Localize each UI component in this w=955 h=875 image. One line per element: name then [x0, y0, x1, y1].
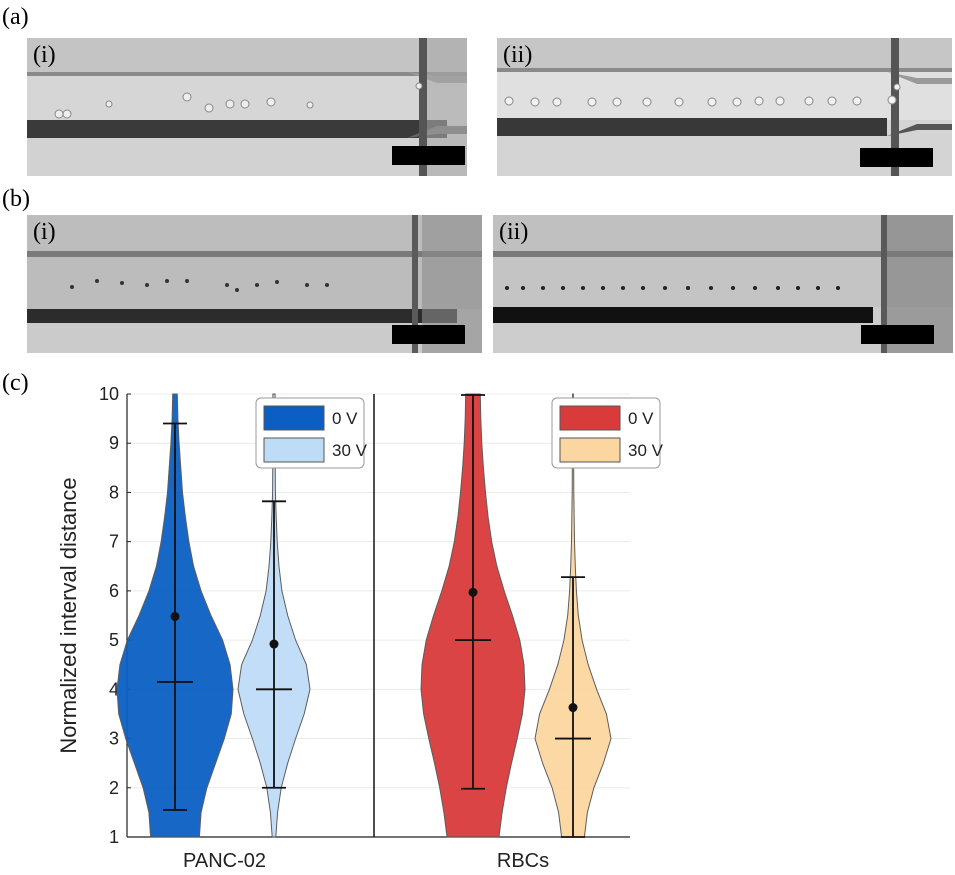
legend-swatch [559, 437, 621, 463]
legend-swatch [559, 405, 621, 431]
x-category-label: RBCs [497, 850, 549, 872]
sub-label-ii: (ii) [503, 42, 533, 68]
y-tick-label: 7 [109, 532, 119, 552]
violin-chart: 1 2 3 4 5 6 7 8 9 10 Normalized interval distance P… [56, 384, 664, 872]
sub-label-i: (i) [33, 219, 56, 245]
y-tick-label: 5 [109, 630, 119, 650]
micrograph-b-ii: (ii) [493, 215, 953, 353]
panel-c-label: (c) [2, 370, 29, 396]
mean-marker [568, 703, 578, 713]
panel-a-label: (a) [2, 4, 29, 30]
y-axis-label: Normalized interval distance [56, 477, 81, 753]
micrograph-b-i: (i) [27, 215, 482, 353]
mean-marker [468, 587, 478, 597]
legend-label: 0 V [332, 409, 358, 428]
mean-marker [269, 639, 279, 649]
legend-label: 30 V [332, 441, 368, 460]
y-tick-label: 2 [109, 778, 119, 798]
micrograph-a-i: (i) [27, 38, 467, 176]
y-tick-label: 1 [109, 827, 119, 847]
legend-label: 30 V [628, 441, 664, 460]
legend-swatch [263, 437, 325, 463]
y-tick-label: 4 [109, 679, 119, 699]
sub-label-i: (i) [33, 42, 56, 68]
x-category-label: PANC-02 [183, 850, 266, 872]
legend-label: 0 V [628, 409, 654, 428]
y-tick-label: 8 [109, 482, 119, 502]
micrograph-a-ii: (ii) [497, 38, 952, 176]
legend-swatch [263, 405, 325, 431]
mean-marker [170, 611, 180, 621]
y-tick-label: 6 [109, 581, 119, 601]
panel-b-label: (b) [2, 186, 30, 212]
y-tick-label: 3 [109, 729, 119, 749]
sub-label-ii: (ii) [499, 219, 529, 245]
y-tick-label: 9 [109, 433, 119, 453]
y-tick-label: 10 [99, 384, 119, 404]
